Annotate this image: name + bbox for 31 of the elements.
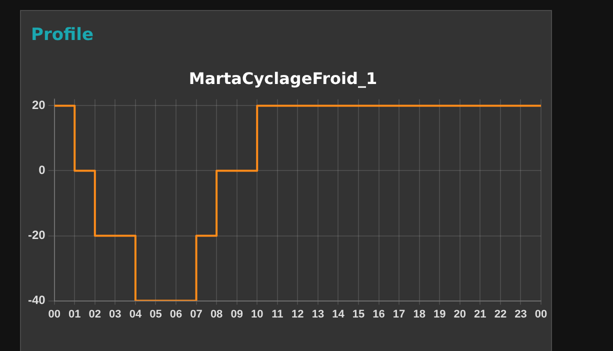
x-tick-label: 01 — [68, 308, 81, 320]
y-tick-label: 20 — [32, 98, 46, 112]
x-tick-label: 08 — [210, 308, 223, 320]
x-tick-label: 22 — [494, 308, 507, 320]
x-tick-label: 12 — [292, 308, 304, 320]
x-tick-label: 02 — [88, 308, 102, 320]
x-tick-label: 06 — [170, 308, 182, 320]
x-tick-label: 05 — [150, 308, 162, 320]
x-tick-label: 17 — [392, 308, 406, 320]
x-tick-label: 11 — [272, 308, 284, 320]
x-tick-label: 15 — [352, 308, 365, 320]
x-tick-label: 19 — [433, 308, 446, 320]
x-tick-label: 10 — [250, 308, 264, 320]
x-tick-label: 16 — [372, 308, 385, 320]
x-tick-label: 04 — [129, 308, 142, 320]
x-tick-label: 18 — [413, 308, 426, 320]
x-tick-label: 23 — [514, 308, 527, 320]
x-tick-label: 09 — [230, 308, 243, 320]
y-tick-label: -40 — [28, 293, 46, 308]
x-tick-label: 14 — [332, 308, 346, 320]
y-tick-label: 0 — [38, 163, 46, 178]
x-tick-label: 00 — [534, 308, 548, 320]
x-tick-label: 21 — [474, 308, 486, 320]
y-tick-label: -20 — [28, 228, 46, 242]
chart-subtitle: MartaCyclageFroid_1 — [188, 68, 378, 88]
chart-title: Profile — [31, 25, 94, 45]
x-tick-label: 13 — [312, 308, 324, 320]
x-tick-label: 07 — [190, 308, 202, 320]
x-tick-label: 20 — [454, 308, 466, 320]
x-tick-label: 03 — [109, 308, 122, 320]
x-tick-label: 00 — [48, 308, 60, 320]
